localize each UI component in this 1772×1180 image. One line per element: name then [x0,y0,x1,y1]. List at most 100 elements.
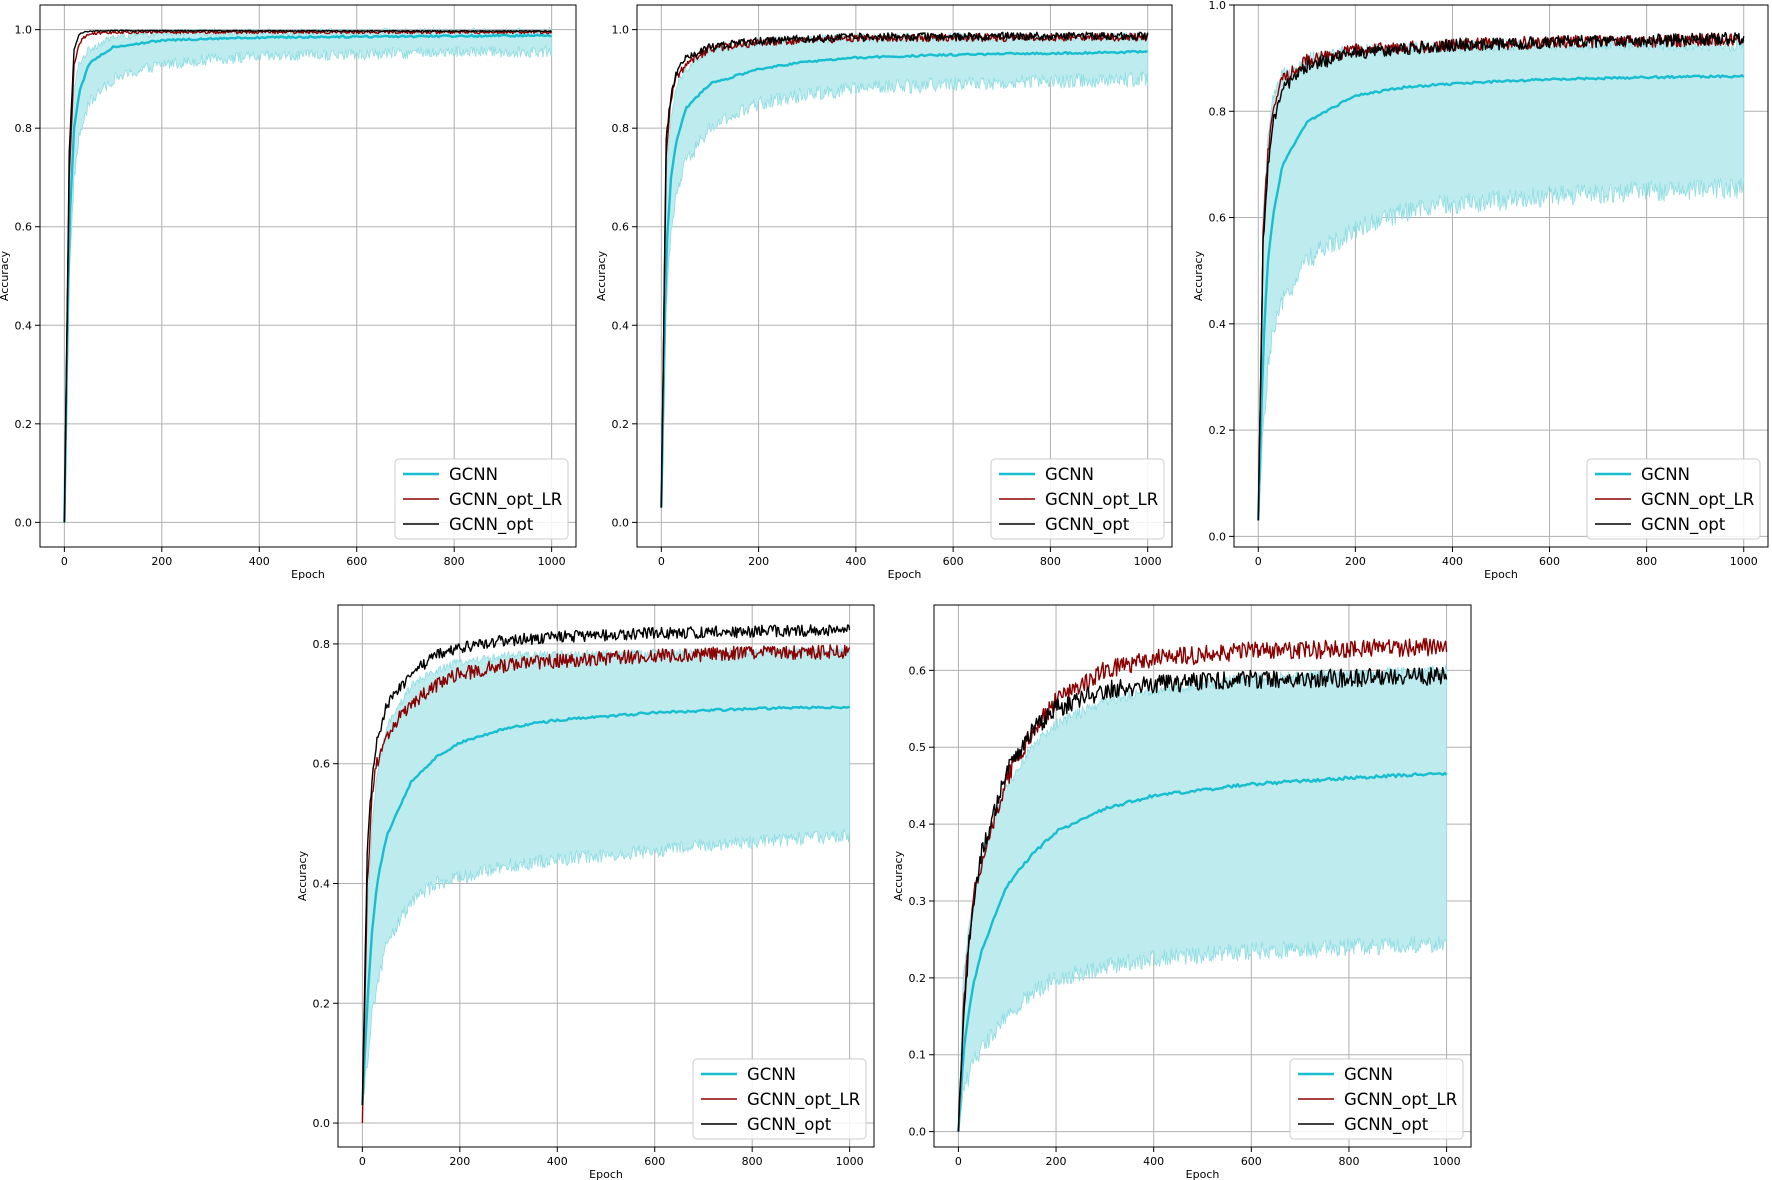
series-band-gcnn [958,665,1447,1132]
legend-label: GCNN_opt_LR [1344,1090,1457,1110]
series-line-gcnn-opt-lr [361,644,851,1124]
y-tick-label: 0.2 [909,972,927,985]
x-tick-label: 400 [249,555,270,568]
legend-box [394,458,569,540]
y-tick-label: 0.2 [612,418,630,431]
legend: GCNN GCNN_opt_LR GCNN_opt [394,458,569,540]
y-tick-label: 0.6 [612,221,630,234]
legend-label: GCNN_opt_LR [1045,490,1158,510]
series-line-gcnn-opt-lr [957,637,1448,1132]
y-tick-label: 0.8 [1209,105,1227,118]
y-tick-label: 0.6 [909,664,927,677]
x-tick-label: 800 [444,555,465,568]
y-tick-label: 0.8 [313,638,331,651]
legend-box [990,458,1165,540]
x-axis-label: Epoch [888,568,922,581]
y-tick-label: 1.0 [612,24,630,37]
legend-box [1586,458,1761,540]
y-tick-label: 0.8 [15,122,33,135]
x-tick-label: 600 [346,555,367,568]
y-axis-label: Accuracy [595,250,608,301]
y-tick-label: 0.0 [909,1126,927,1139]
y-tick-label: 0.0 [612,516,630,529]
legend-label: GCNN [1344,1065,1393,1084]
series-line-gcnn-opt [361,624,851,1106]
x-tick-label: 400 [547,1155,568,1168]
y-tick-label: 0.8 [612,122,630,135]
x-tick-label: 800 [1338,1155,1359,1168]
x-axis-label: Epoch [1186,1168,1220,1180]
plot-frame [933,604,1472,1148]
legend-label: GCNN_opt [1344,1115,1429,1135]
x-tick-label: 400 [1143,1155,1164,1168]
y-tick-label: 0.2 [313,997,331,1010]
legend: GCNN GCNN_opt_LR GCNN_opt [692,1058,867,1140]
x-tick-label: 0 [658,555,665,568]
series-line-gcnn-opt [63,29,553,523]
series-line-gcnn [957,771,1448,1132]
x-tick-label: 200 [748,555,769,568]
x-tick-label: 800 [1636,555,1657,568]
chart-panel-5: 0 200 400 600 800 1000 0.0 0.1 0.2 0.3 0.4 0.5 0.6 Ep… [892,604,1472,1180]
y-tick-label: 0.6 [15,221,33,234]
x-tick-label: 1000 [1730,555,1758,568]
x-tick-label: 0 [359,1155,366,1168]
legend-label: GCNN_opt [1045,515,1130,535]
y-tick-label: 0.6 [1209,212,1227,225]
y-tick-label: 0.0 [15,516,33,529]
plot-frame [1233,4,1769,548]
legend: GCNN GCNN_opt_LR GCNN_opt [990,458,1165,540]
legend-label: GCNN_opt_LR [1641,490,1754,510]
x-tick-label: 1000 [1433,1155,1461,1168]
series-line-gcnn-opt-lr [63,29,552,523]
y-tick-label: 0.4 [909,818,927,831]
legend-label: GCNN_opt_LR [747,1090,860,1110]
legend-label: GCNN [449,465,498,484]
y-tick-label: 1.0 [1209,0,1227,12]
y-tick-label: 1.0 [15,24,33,37]
chart-panel-3: 0 200 400 600 800 1000 0.0 0.2 0.4 0.6 0.8 1.0 Epoch… [1192,0,1769,581]
series-line-gcnn-opt [957,667,1448,1132]
x-tick-label: 800 [1040,555,1061,568]
series-line-gcnn [1257,74,1745,521]
legend-label: GCNN [747,1065,796,1084]
x-tick-label: 0 [1255,555,1262,568]
y-tick-label: 0.0 [1209,530,1227,543]
legend-label: GCNN_opt [449,515,534,535]
x-tick-label: 200 [1046,1155,1067,1168]
plot-frame [337,604,875,1148]
chart-panel-1: 0 200 400 600 800 1000 0.0 0.2 0.4 0.6 0.8 1.0 Epoch… [0,4,577,581]
x-axis-label: Epoch [589,1168,623,1180]
series-line-gcnn [660,49,1148,508]
y-tick-label: 0.5 [909,741,927,754]
y-tick-label: 0.2 [15,418,33,431]
y-tick-label: 0.1 [909,1049,927,1062]
legend: GCNN GCNN_opt_LR GCNN_opt [1289,1058,1464,1140]
y-tick-label: 0.4 [1209,318,1227,331]
legend-label: GCNN_opt_LR [449,490,562,510]
y-axis-label: Accuracy [296,850,309,901]
x-tick-label: 600 [1241,1155,1262,1168]
y-tick-label: 0.2 [1209,424,1227,437]
x-axis-label: Epoch [291,568,325,581]
x-tick-label: 1000 [538,555,566,568]
series-line-gcnn-opt [1257,31,1745,521]
y-axis-label: Accuracy [1192,250,1205,301]
x-tick-label: 0 [61,555,68,568]
series-band-gcnn [362,646,850,1106]
x-tick-label: 1000 [836,1155,864,1168]
x-tick-label: 1000 [1134,555,1162,568]
x-tick-label: 200 [1345,555,1366,568]
y-tick-label: 0.4 [15,319,33,332]
x-tick-label: 600 [644,1155,665,1168]
legend-label: GCNN [1045,465,1094,484]
series-line-gcnn-opt [660,31,1149,508]
series-band-gcnn [1257,37,1745,521]
x-tick-label: 600 [943,555,964,568]
plot-frame [39,4,577,548]
y-tick-label: 0.6 [313,758,331,771]
legend-label: GCNN [1641,465,1690,484]
y-tick-label: 0.4 [313,877,331,890]
x-tick-label: 800 [742,1155,763,1168]
